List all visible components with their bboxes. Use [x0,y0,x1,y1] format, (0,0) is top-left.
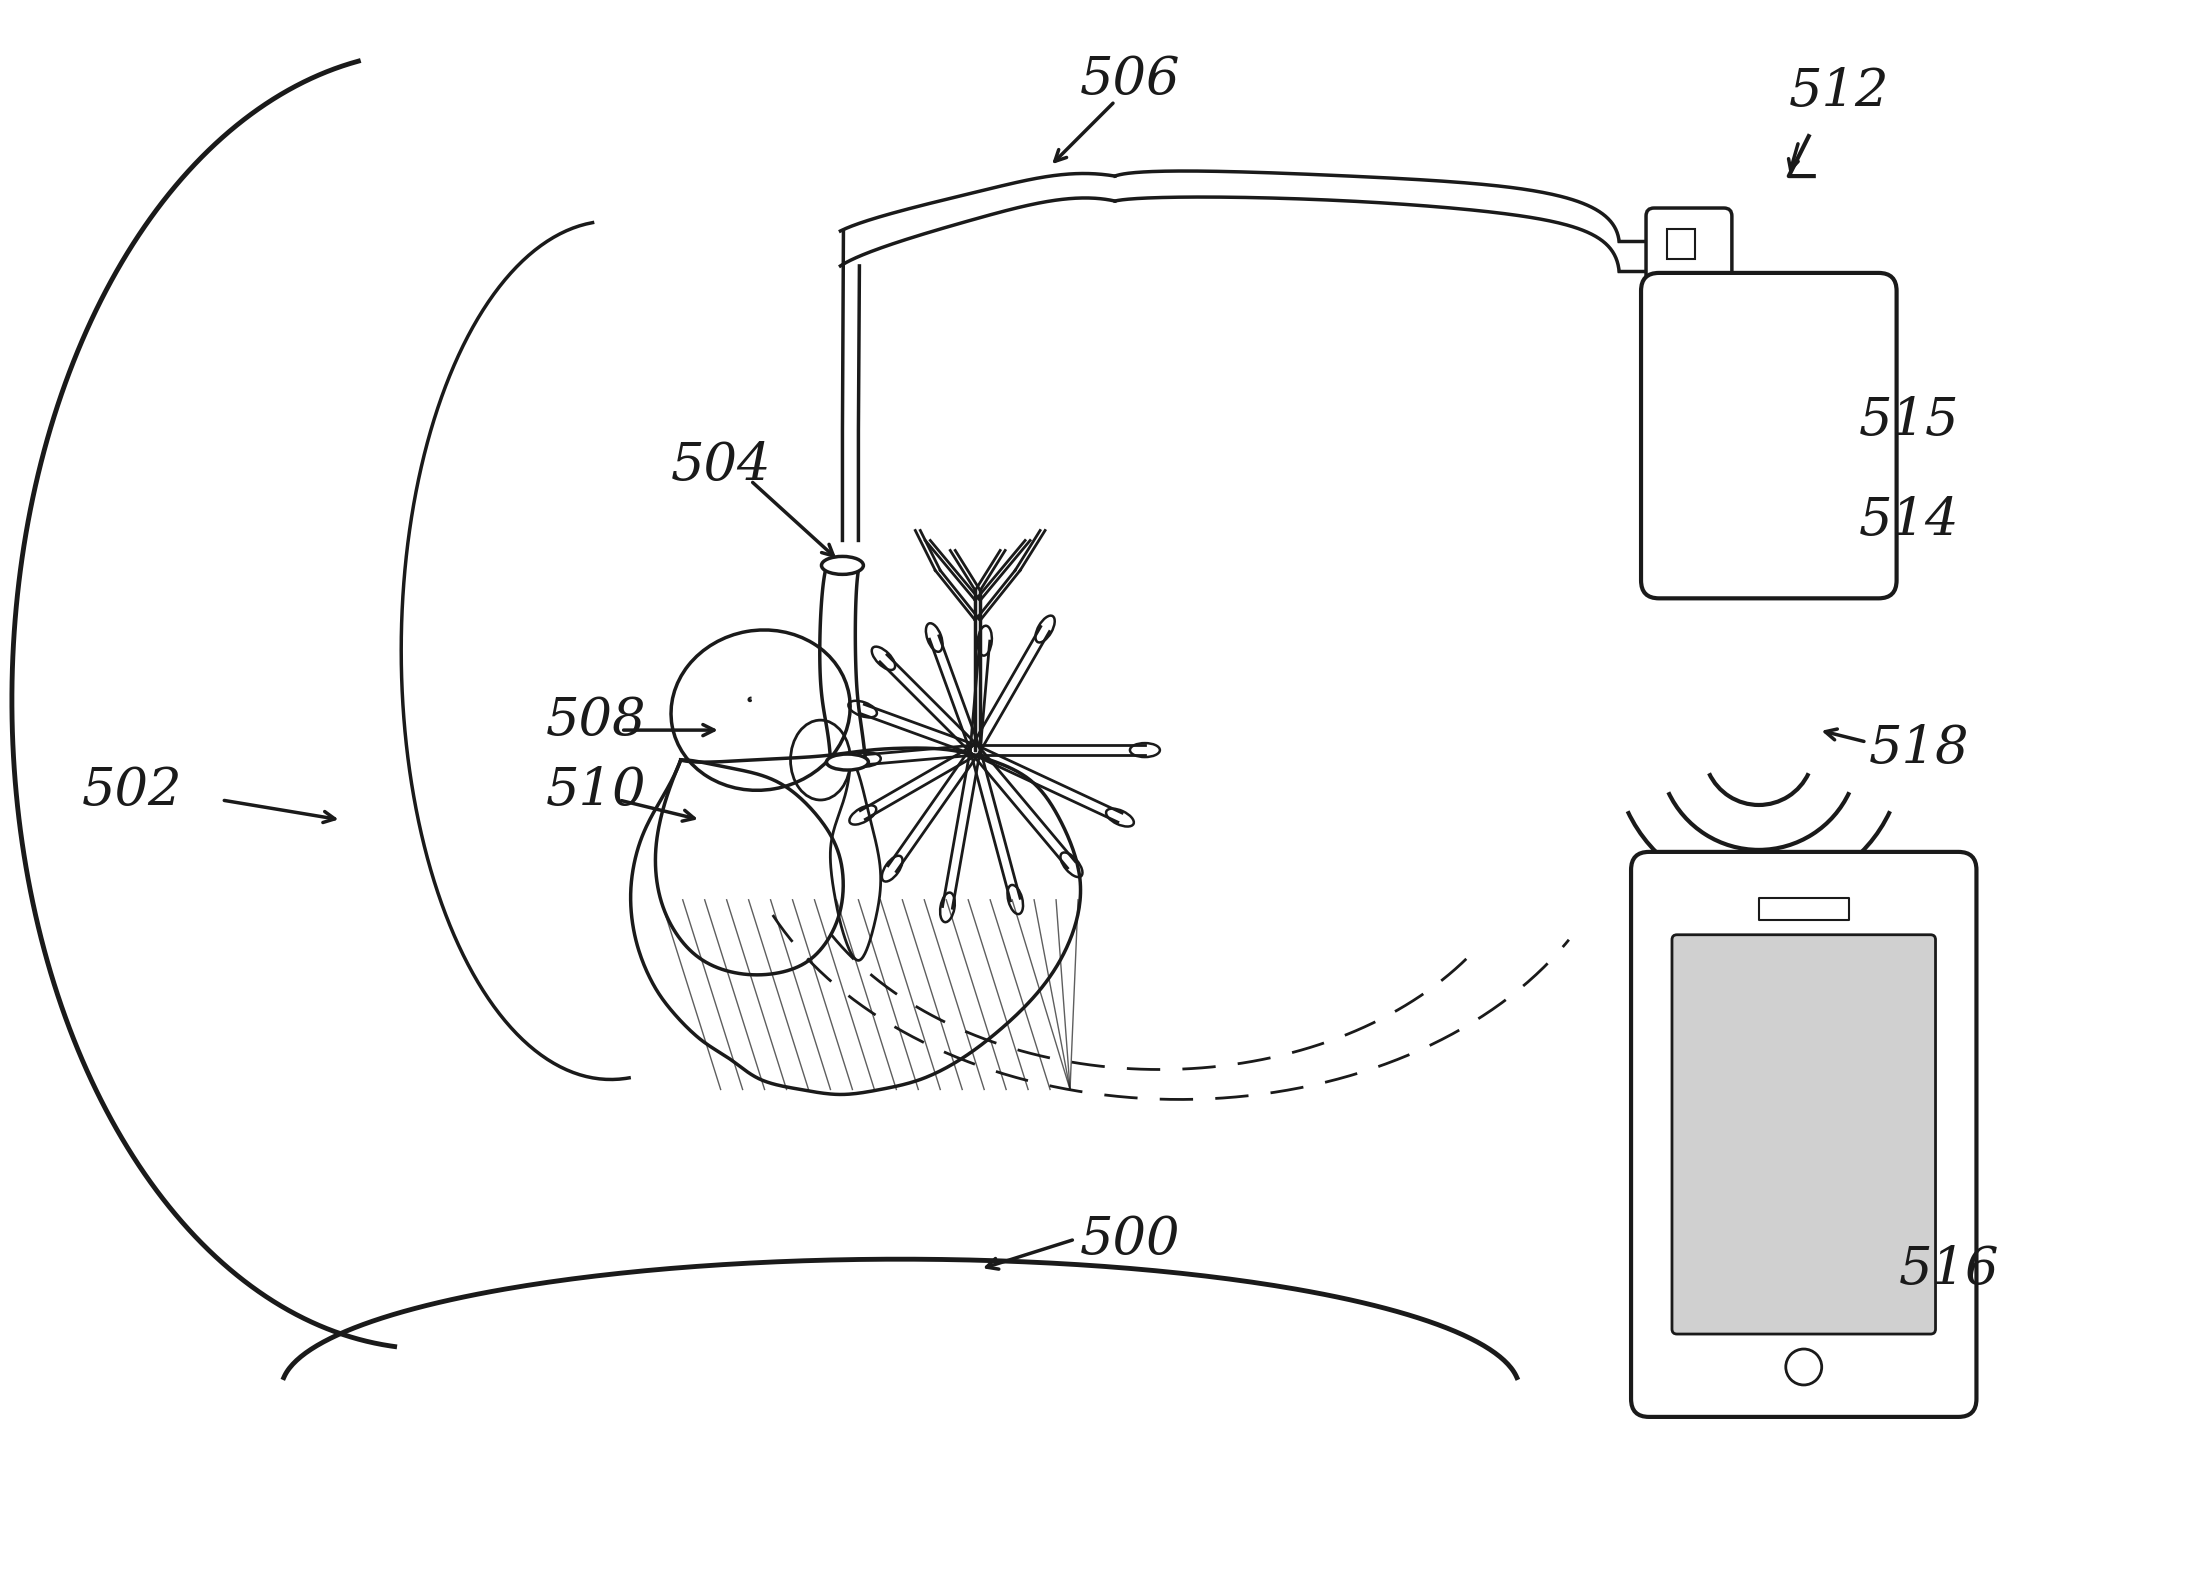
Ellipse shape [827,754,869,770]
Text: 518: 518 [1869,723,1969,773]
Text: 510: 510 [547,764,645,816]
Bar [1759,897,1849,919]
Text: 516: 516 [1899,1244,2000,1295]
Text: 508: 508 [547,694,645,745]
Text: 514: 514 [1858,495,1958,545]
Text: 502: 502 [81,764,182,816]
FancyBboxPatch shape [1672,935,1936,1335]
Text: 512: 512 [1790,65,1888,117]
FancyBboxPatch shape [1630,851,1976,1417]
FancyBboxPatch shape [1641,273,1897,599]
Text: 504: 504 [672,441,770,491]
Bar [1667,228,1696,258]
Text: 515: 515 [1858,395,1958,445]
Text: 500: 500 [1081,1214,1182,1265]
FancyBboxPatch shape [1645,208,1733,304]
Ellipse shape [820,556,864,574]
Text: 506: 506 [1081,54,1182,105]
